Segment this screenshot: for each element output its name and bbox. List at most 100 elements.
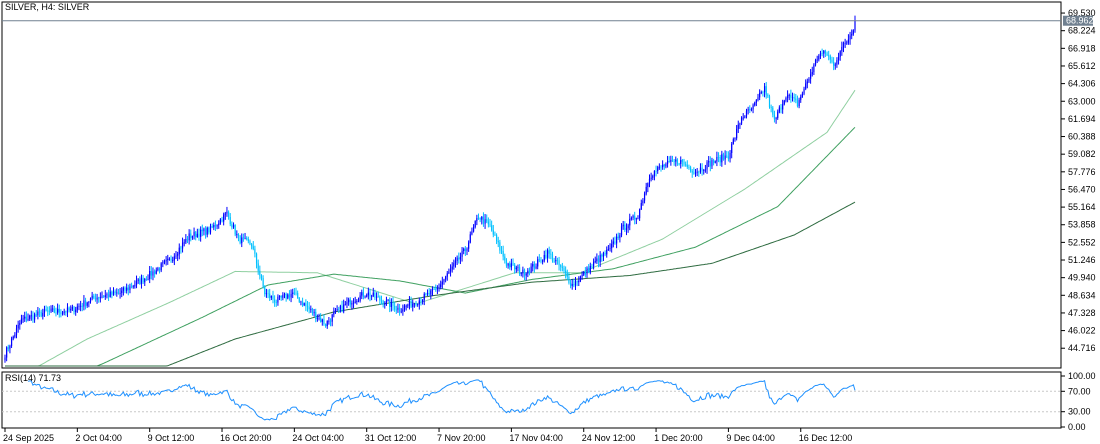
candle-body	[476, 218, 478, 222]
candle	[519, 264, 521, 276]
candle	[254, 245, 256, 258]
candle	[45, 305, 47, 312]
candle-body	[57, 308, 59, 313]
candle	[833, 57, 835, 71]
candle	[647, 182, 649, 193]
candle-body	[732, 139, 734, 144]
candle	[793, 93, 795, 103]
candle	[553, 257, 555, 263]
candle-body	[407, 305, 409, 307]
candle-body	[627, 225, 629, 229]
candle	[711, 157, 713, 170]
candle	[464, 245, 466, 257]
candle-body	[810, 74, 812, 79]
candle	[86, 301, 88, 308]
candle	[757, 93, 759, 102]
candle-body	[7, 347, 9, 349]
candle-body	[249, 241, 251, 245]
candle-body	[405, 305, 407, 307]
candle-body	[160, 263, 162, 271]
candle-body	[10, 338, 13, 346]
candle	[287, 293, 289, 300]
candle	[824, 49, 827, 58]
candle	[22, 314, 24, 323]
candle	[731, 141, 733, 159]
candle-body	[824, 50, 827, 54]
candle-body	[361, 292, 363, 296]
candle	[333, 307, 335, 318]
candle	[755, 99, 757, 107]
candle	[140, 274, 143, 289]
candle	[298, 296, 300, 304]
candle	[338, 306, 340, 314]
candle	[313, 308, 315, 317]
candle-body	[709, 161, 711, 167]
candle-body	[111, 291, 113, 295]
candle-body	[195, 231, 197, 238]
candle	[218, 220, 220, 229]
candle-body	[244, 238, 246, 239]
candle	[277, 294, 279, 306]
candle	[806, 78, 808, 89]
candle-body	[507, 263, 509, 266]
candle-body	[367, 292, 369, 296]
candle	[372, 287, 374, 298]
candle	[810, 69, 812, 84]
candle	[251, 242, 253, 250]
candle	[668, 156, 670, 163]
candle	[474, 220, 476, 229]
candle	[306, 300, 309, 312]
rsi-tick-label: 0.00	[1068, 422, 1086, 432]
candle	[675, 156, 677, 167]
candle-body	[765, 86, 767, 95]
candle	[533, 261, 536, 273]
candle	[216, 224, 218, 230]
candle	[836, 57, 838, 68]
candle	[535, 263, 537, 270]
candle	[42, 308, 44, 320]
candle-body	[83, 300, 85, 307]
candle-body	[254, 248, 256, 254]
candle-body	[145, 278, 147, 280]
candle	[788, 93, 790, 101]
candle	[193, 227, 195, 240]
candle-body	[114, 291, 116, 293]
candle	[242, 233, 244, 242]
candle	[726, 151, 728, 159]
candle-body	[4, 357, 6, 361]
candle	[334, 307, 337, 314]
candle	[449, 264, 452, 277]
candle-body	[767, 94, 769, 97]
candle	[50, 305, 52, 313]
candle	[181, 237, 184, 253]
candle-body	[670, 159, 672, 162]
candle	[569, 279, 572, 289]
candle-body	[278, 295, 281, 297]
candle-body	[30, 315, 32, 317]
candle-body	[514, 264, 516, 270]
candle	[224, 211, 226, 220]
candle-body	[38, 311, 41, 313]
candle	[380, 295, 383, 305]
candle	[203, 227, 205, 236]
candle	[377, 291, 379, 298]
candle-body	[247, 239, 249, 242]
candle-body	[129, 286, 131, 290]
candle-body	[119, 293, 121, 294]
candle-body	[209, 226, 212, 233]
candle	[551, 251, 554, 263]
candle-body	[515, 267, 517, 270]
candle-body	[227, 211, 230, 218]
candle-body	[43, 309, 46, 313]
candle	[740, 116, 743, 126]
candle-body	[372, 292, 374, 296]
candle-body	[481, 216, 483, 220]
candle-body	[668, 161, 670, 162]
candle	[689, 165, 692, 173]
candle-body	[752, 105, 754, 110]
candle-body	[25, 316, 27, 321]
candle-body	[836, 60, 838, 65]
candle-body	[208, 227, 210, 233]
candle	[158, 267, 161, 274]
